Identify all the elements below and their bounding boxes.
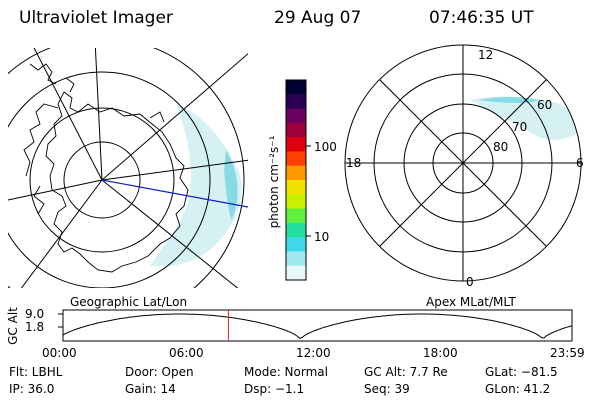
colorbar-stripe <box>286 122 306 138</box>
colorbar-stripe <box>286 265 306 281</box>
status-dsp: Dsp: −1.1 <box>244 382 305 396</box>
colorbar-stripe <box>286 180 306 195</box>
time-tick-0000: 00:00 <box>42 346 77 360</box>
colorbar-stripe <box>286 108 306 124</box>
status-ip: IP: 36.0 <box>9 382 55 396</box>
colorbar-stripe <box>286 251 306 267</box>
magnetic-caption: Apex MLat/MLT <box>426 295 516 309</box>
colorbar-unit-label: photon cm⁻²s⁻¹ <box>267 135 281 229</box>
observation-time: 07:46:35 UT <box>429 8 534 28</box>
status-filter: Flt: LBHL <box>9 365 63 379</box>
status-door: Door: Open <box>125 365 194 379</box>
status-gain: Gain: 14 <box>125 382 176 396</box>
status-gc-altitude: GC Alt: 7.7 Re <box>364 365 448 379</box>
mlt-label-18: 18 <box>346 156 362 170</box>
colorbar-stripe <box>286 165 306 181</box>
colorbar-stripe <box>286 194 306 210</box>
colorbar-stripe <box>286 151 306 167</box>
colorbar-stripe <box>286 222 306 238</box>
altitude-curve <box>62 313 573 339</box>
colorbar-stripe <box>286 80 306 95</box>
colorbar-stripe <box>286 94 306 110</box>
altitude-ylabel: GC Alt <box>6 307 20 345</box>
altitude-plot-frame <box>62 309 573 342</box>
altitude-ytick-low: 1.8 <box>25 320 45 334</box>
mlt-label-6: 6 <box>576 156 584 170</box>
local-noon-meridian <box>101 179 249 208</box>
mlt-label-12: 12 <box>478 48 494 62</box>
antarctica-coastline <box>23 63 189 273</box>
colorbar-tick-100: 100 <box>314 140 337 154</box>
observation-date: 29 Aug 07 <box>274 8 362 28</box>
status-mode: Mode: Normal <box>244 365 328 379</box>
time-tick-1800: 18:00 <box>423 346 458 360</box>
colorbar-stripe <box>286 237 306 252</box>
mlat-label-70: 70 <box>512 120 528 134</box>
geographic-map <box>8 48 249 288</box>
colorbar-tick-10: 10 <box>314 230 330 244</box>
intensity-colorbar <box>285 79 311 281</box>
altitude-ytick-high: 9.0 <box>25 307 45 321</box>
geographic-caption: Geographic Lat/Lon <box>70 295 188 309</box>
status-sequence: Seq: 39 <box>364 382 410 396</box>
time-tick-1200: 12:00 <box>296 346 331 360</box>
altitude-plot <box>58 309 573 342</box>
status-geo-longitude: GLon: 41.2 <box>485 382 551 396</box>
status-geo-latitude: GLat: −81.5 <box>485 365 558 379</box>
colorbar-frame <box>285 79 307 281</box>
aurora-emission-left <box>150 104 242 267</box>
colorbar-stripes <box>286 80 306 281</box>
time-tick-2359: 23:59 <box>550 346 585 360</box>
magnetic-grid <box>344 44 582 282</box>
geographic-grid <box>8 48 248 288</box>
colorbar-stripe <box>286 137 306 152</box>
mlat-label-80: 80 <box>493 140 509 154</box>
mlt-label-0: 0 <box>466 275 474 289</box>
magnetic-map <box>344 44 582 282</box>
mlat-label-60: 60 <box>537 98 553 112</box>
instrument-title: Ultraviolet Imager <box>19 8 173 28</box>
colorbar-stripe <box>286 208 306 224</box>
time-tick-0600: 06:00 <box>169 346 204 360</box>
